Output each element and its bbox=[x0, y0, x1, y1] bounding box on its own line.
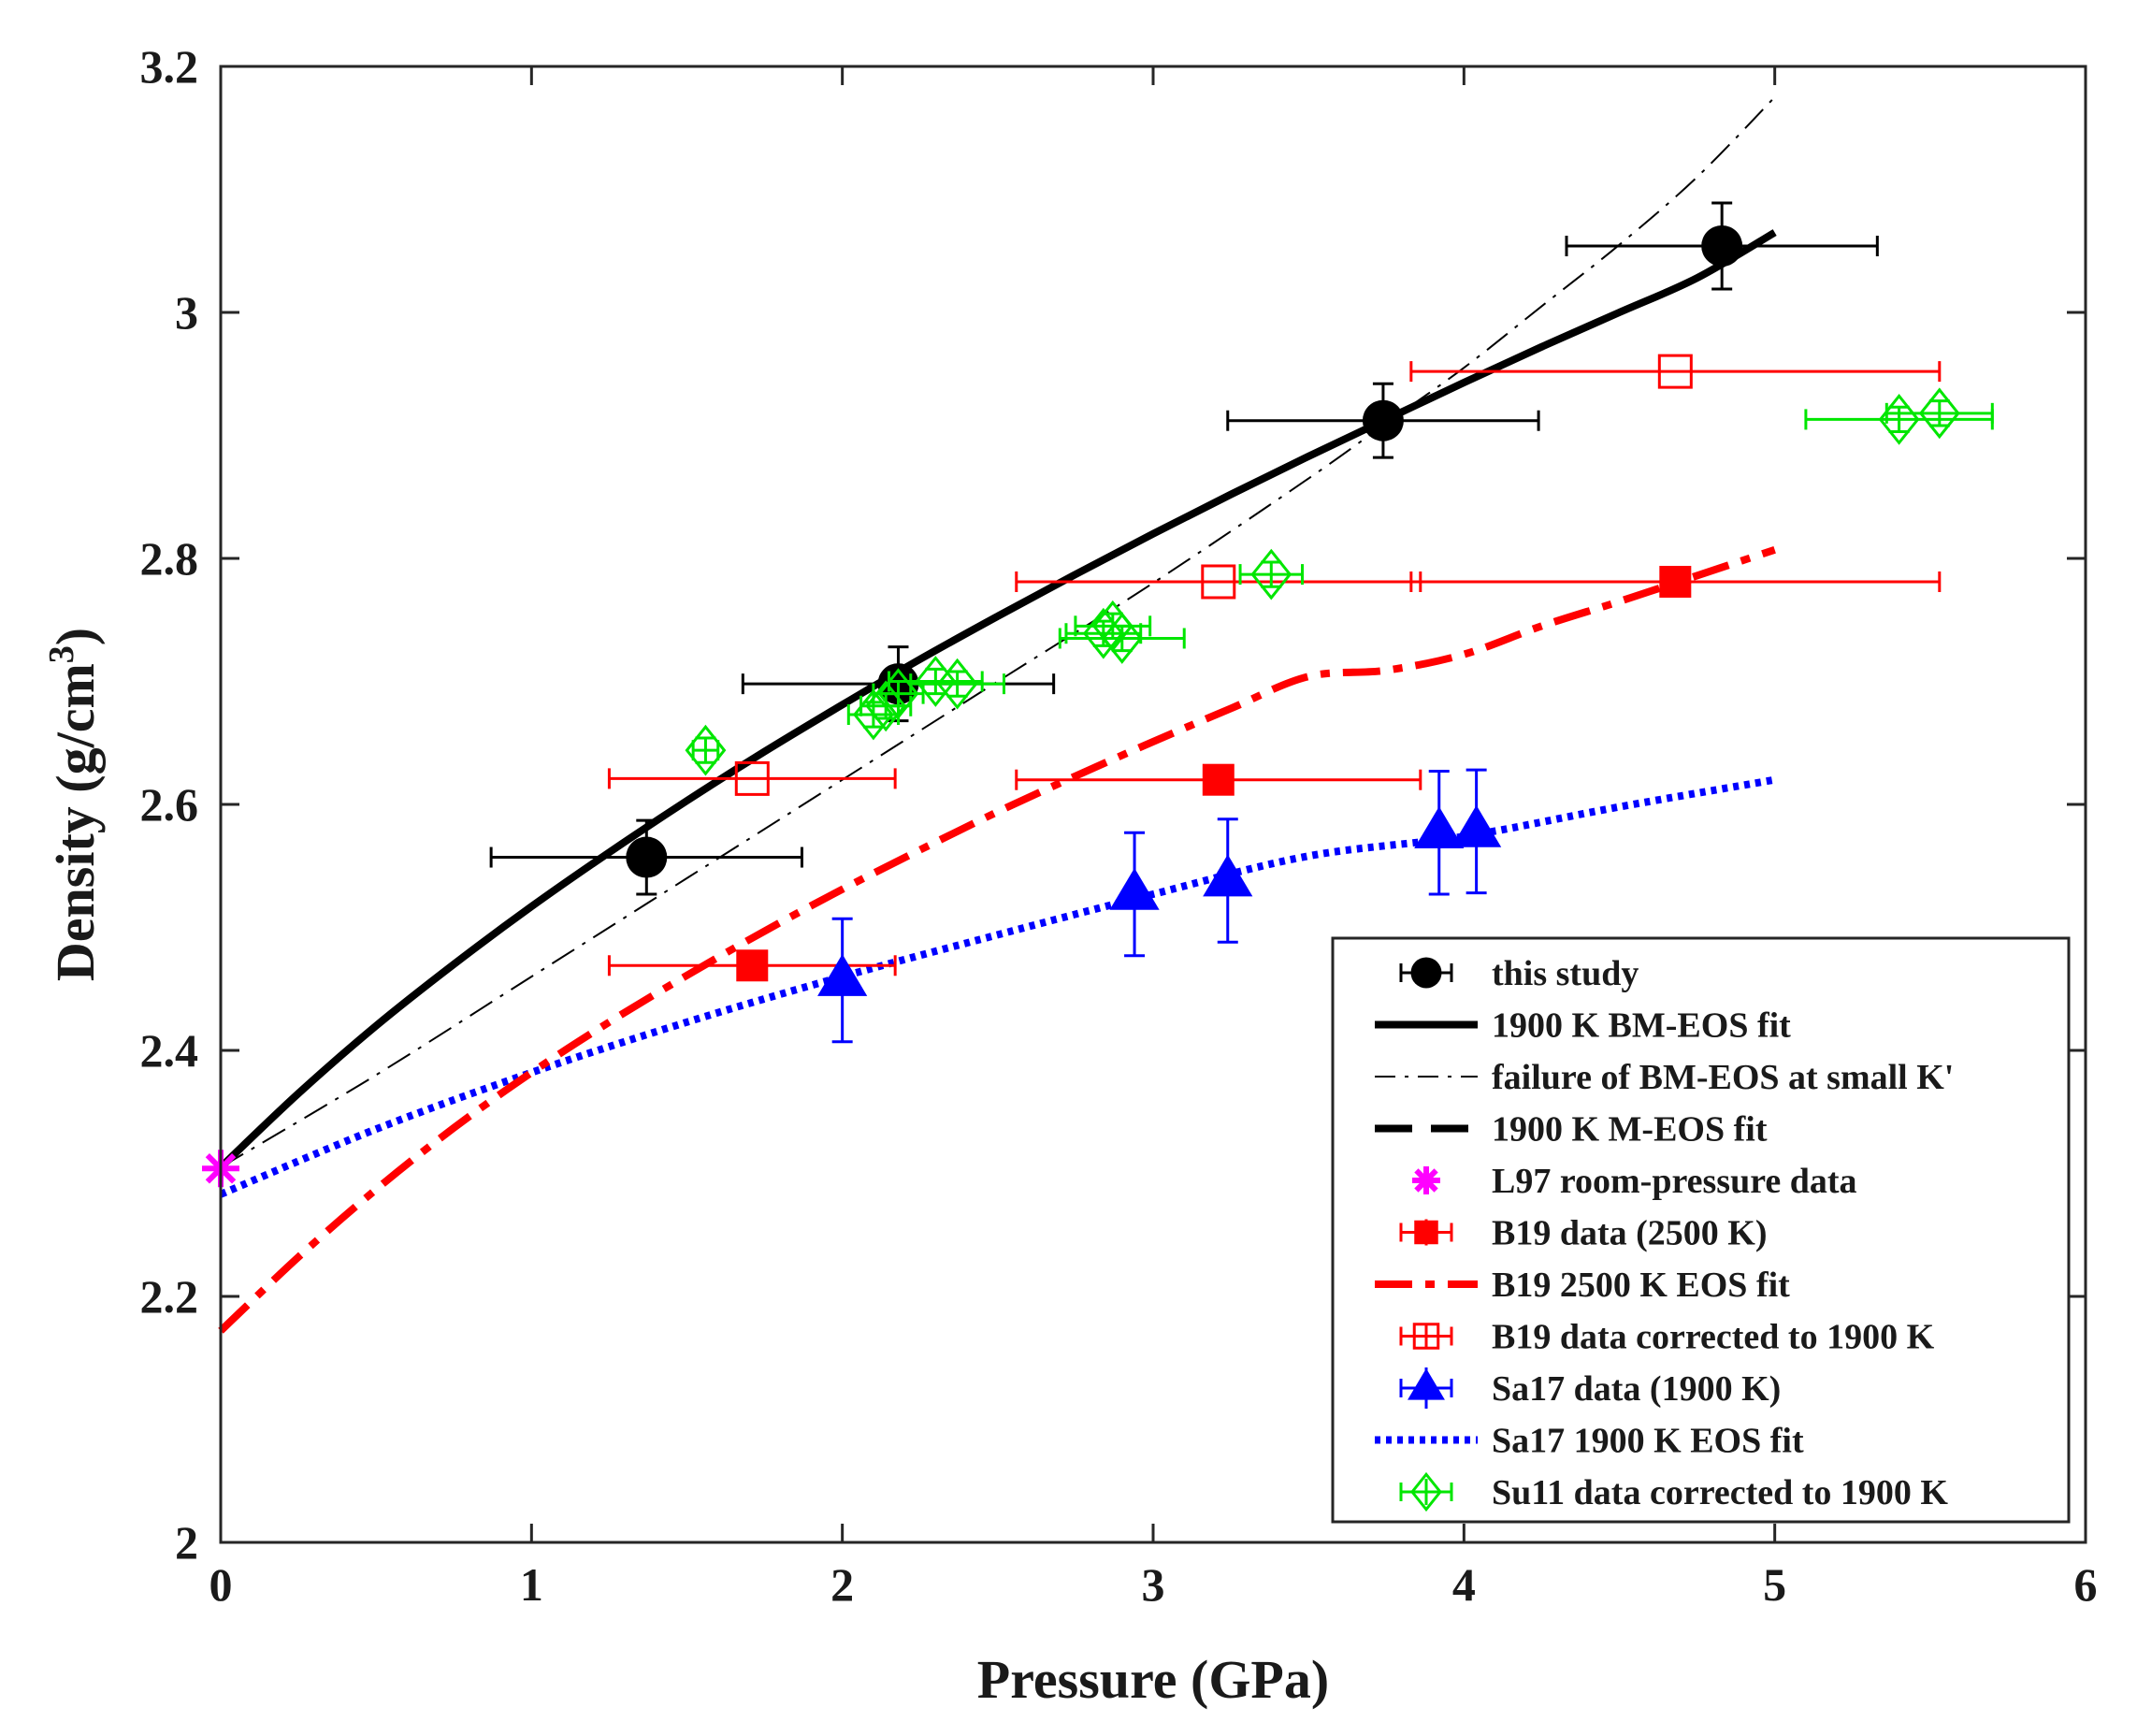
data-point bbox=[1015, 564, 1422, 600]
legend-label: failure of BM-EOS at small K' bbox=[1492, 1058, 1954, 1097]
marker-square-filled bbox=[1414, 1220, 1438, 1245]
marker-diamond bbox=[685, 724, 727, 776]
legend-item: Su11 data corrected to 1900 K bbox=[1399, 1471, 1948, 1512]
x-tick-label: 3 bbox=[1142, 1558, 1165, 1611]
x-tick-label: 5 bbox=[1763, 1558, 1786, 1611]
marker-square-open bbox=[1657, 354, 1693, 389]
data-point bbox=[1015, 763, 1422, 796]
data-point bbox=[1884, 387, 1994, 440]
y-axis-title-close: ) bbox=[45, 628, 106, 645]
x-tick-label: 0 bbox=[209, 1558, 233, 1611]
legend-item: Sa17 1900 K EOS fit bbox=[1375, 1422, 1804, 1461]
legend-box bbox=[1331, 936, 2071, 1524]
legend-item: this study bbox=[1399, 954, 1639, 993]
data-point bbox=[1226, 382, 1540, 459]
marker-diamond bbox=[1410, 1471, 1442, 1512]
x-tick-label: 1 bbox=[520, 1558, 543, 1611]
marker-triangle bbox=[817, 954, 868, 996]
legend-item: 1900 K BM-EOS fit bbox=[1375, 1006, 1791, 1046]
y-tick-label: 2.4 bbox=[140, 1024, 199, 1077]
marker-square-open bbox=[1201, 564, 1236, 600]
data-point bbox=[1238, 548, 1305, 600]
marker-square-filled bbox=[736, 949, 769, 982]
marker-circle bbox=[1701, 224, 1743, 267]
legend-item: L97 room-pressure data bbox=[1412, 1162, 1857, 1201]
y-tick-label: 3.2 bbox=[140, 40, 199, 93]
legend-label: Sa17 1900 K EOS fit bbox=[1492, 1422, 1804, 1461]
legend-label: L97 room-pressure data bbox=[1492, 1162, 1857, 1201]
marker-square-open bbox=[734, 760, 770, 796]
legend-label: B19 2500 K EOS fit bbox=[1492, 1266, 1790, 1305]
data-point bbox=[1203, 817, 1253, 944]
data-point bbox=[489, 818, 803, 896]
marker-diamond bbox=[1101, 613, 1143, 664]
data-point bbox=[909, 658, 1005, 710]
data-point bbox=[685, 724, 727, 776]
curve-failure-of-bm-eos-at-small-k bbox=[220, 96, 1776, 1168]
series-b19-data-2500-k bbox=[607, 565, 1942, 982]
legend-label: 1900 K BM-EOS fit bbox=[1492, 1006, 1791, 1046]
legend-label: B19 data (2500 K) bbox=[1492, 1214, 1768, 1253]
data-point bbox=[1409, 354, 1942, 389]
legend-item: B19 2500 K EOS fit bbox=[1375, 1266, 1790, 1305]
data-point bbox=[1565, 201, 1879, 291]
legend-label: this study bbox=[1492, 954, 1639, 993]
marker-square-filled bbox=[1202, 763, 1235, 796]
marker-diamond bbox=[1918, 387, 1960, 440]
x-tick-label: 4 bbox=[1452, 1558, 1476, 1611]
legend-item: B19 data corrected to 1900 K bbox=[1399, 1318, 1935, 1357]
legend-item: B19 data (2500 K) bbox=[1399, 1214, 1768, 1253]
y-tick-label: 2.8 bbox=[140, 532, 199, 585]
x-axis-title: Pressure (GPa) bbox=[977, 1649, 1329, 1710]
marker-triangle bbox=[1451, 804, 1502, 847]
curves-layer bbox=[218, 96, 1777, 1334]
data-point bbox=[1058, 613, 1186, 664]
y-tick-label: 2.6 bbox=[140, 778, 199, 831]
x-tick-label: 2 bbox=[830, 1558, 854, 1611]
y-axis-title-main: Density (g/cm bbox=[45, 663, 106, 981]
marker-triangle bbox=[1408, 1368, 1445, 1400]
legend: this study 1900 K BM-EOS fit failure of BM… bbox=[1331, 936, 2071, 1524]
data-point bbox=[607, 760, 897, 796]
legend-label: Sa17 data (1900 K) bbox=[1492, 1369, 1781, 1409]
curve-b19-2500-k-eos-fit bbox=[218, 546, 1776, 1334]
data-point bbox=[1451, 768, 1502, 895]
marker-triangle bbox=[1109, 867, 1160, 910]
legend-label: 1900 K M-EOS fit bbox=[1492, 1110, 1768, 1150]
series-sa17-data-1900-k bbox=[817, 768, 1502, 1044]
marker-diamond bbox=[1250, 548, 1292, 600]
y-tick-label: 3 bbox=[175, 286, 198, 339]
data-point bbox=[1414, 769, 1465, 896]
marker-square-open bbox=[1412, 1323, 1440, 1350]
legend-item: failure of BM-EOS at small K' bbox=[1375, 1058, 1954, 1097]
marker-asterisk-stroke bbox=[1414, 1168, 1438, 1193]
marker-triangle bbox=[1414, 806, 1465, 849]
x-tick-label: 6 bbox=[2074, 1558, 2098, 1611]
y-axis-title: Density (g/cm3) bbox=[42, 628, 106, 981]
legend-label: Su11 data corrected to 1900 K bbox=[1492, 1473, 1948, 1512]
data-point bbox=[817, 917, 868, 1044]
marker-circle bbox=[1410, 957, 1442, 989]
marker-circle bbox=[626, 836, 668, 878]
legend-label: B19 data corrected to 1900 K bbox=[1492, 1318, 1935, 1357]
axis-tick-labels: 0 1 2 3 4 5 6 2 2.2 2.4 2.6 2.8 3 3.2 bbox=[140, 40, 2098, 1611]
series-su11-data-corrected-to-1900-k bbox=[685, 387, 1994, 776]
y-tick-label: 2 bbox=[175, 1516, 198, 1569]
marker-triangle bbox=[1203, 854, 1253, 897]
curve-sa17-1900-k-eos-fit bbox=[219, 775, 1776, 1198]
series-b19-data-corrected-to-1900-k bbox=[607, 354, 1942, 796]
data-point bbox=[1409, 565, 1942, 598]
legend-item: Sa17 data (1900 K) bbox=[1399, 1367, 1781, 1409]
marker-square-filled bbox=[1659, 565, 1692, 598]
marker-diamond bbox=[936, 658, 978, 710]
data-point bbox=[1109, 831, 1160, 958]
y-axis-title-superscript: 3 bbox=[42, 645, 81, 663]
curve-1900-k-bm-eos-fit bbox=[218, 229, 1777, 1170]
y-tick-label: 2.2 bbox=[140, 1270, 199, 1323]
marker-circle bbox=[1362, 399, 1404, 441]
legend-item: 1900 K M-EOS fit bbox=[1375, 1110, 1768, 1150]
